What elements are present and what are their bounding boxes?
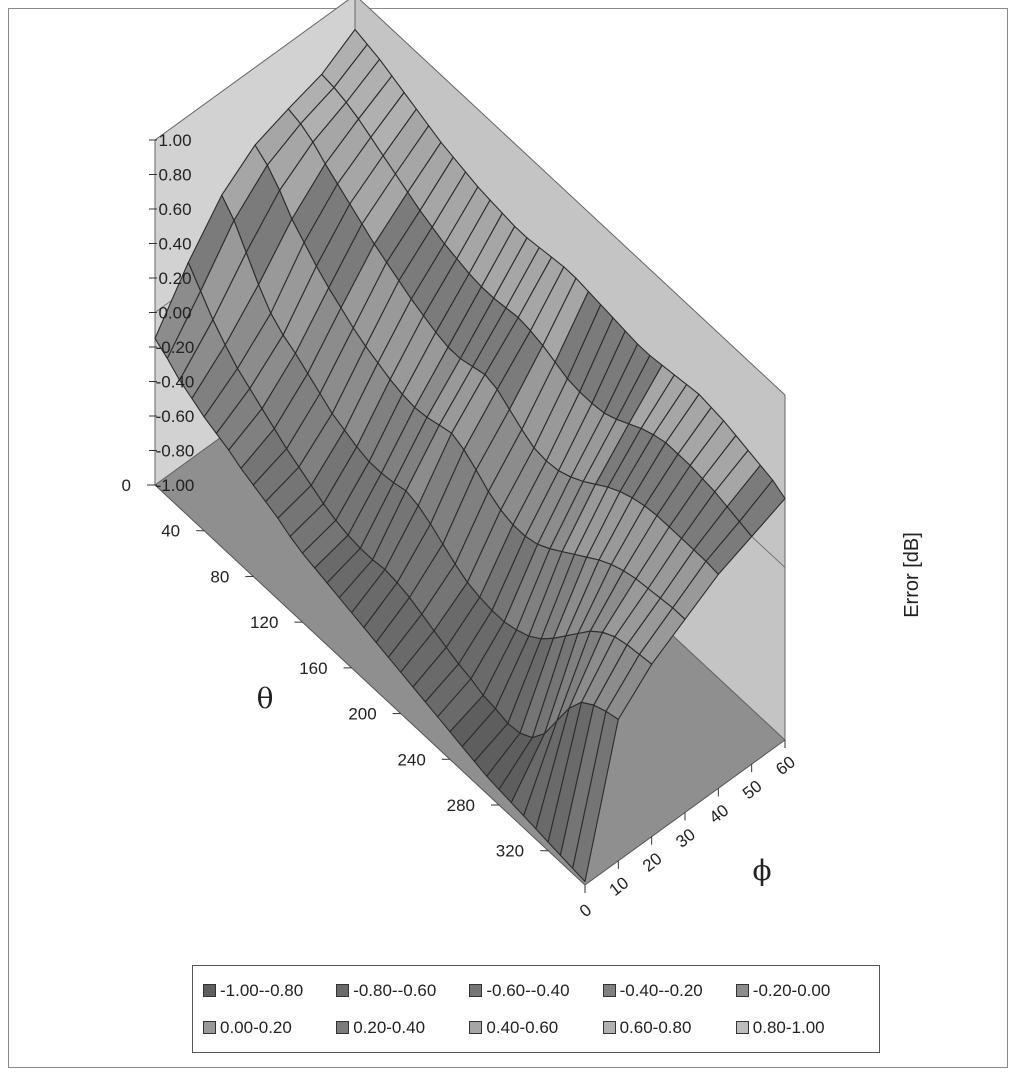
theta-axis-title: θ	[257, 682, 274, 715]
legend-swatch	[602, 984, 616, 997]
phi-tick-label: 40	[706, 801, 733, 828]
z-tick-label: 1.00	[158, 131, 191, 150]
legend-label: 0.20-0.40	[353, 1017, 426, 1037]
z-tick-label: -0.60	[156, 407, 195, 426]
legend-label: -0.40--0.20	[619, 980, 703, 1000]
legend-swatch	[602, 1021, 616, 1034]
legend-label: 0.40-0.60	[486, 1017, 559, 1037]
legend-swatch	[336, 984, 350, 997]
legend-swatch	[203, 1021, 216, 1034]
legend-swatch	[735, 1021, 749, 1034]
theta-tick-label: 160	[299, 659, 327, 678]
legend-label: -0.60--0.40	[486, 980, 570, 1000]
legend-item: -0.40--0.20	[602, 972, 736, 1009]
legend-label: -1.00--0.80	[220, 980, 304, 1000]
legend-item: -0.60--0.40	[469, 972, 602, 1009]
legend-label: 0.00-0.20	[220, 1017, 292, 1037]
theta-tick-label: 40	[161, 522, 180, 541]
legend-item: -0.80--0.60	[336, 972, 469, 1009]
z-tick-label: 0.80	[158, 166, 191, 185]
theta-tick-label: 120	[250, 613, 278, 632]
surface-patch	[572, 710, 619, 883]
legend-item: 0.40-0.60	[469, 1009, 602, 1046]
theta-tick-label: 320	[496, 842, 524, 861]
legend-item: -1.00--0.80	[203, 972, 336, 1009]
theta-tick-label: 240	[397, 750, 425, 769]
legend-swatch	[336, 1021, 350, 1034]
theta-axis-ticks: 0 40 80 120 160 200 240 280 320	[122, 476, 549, 861]
phi-tick-label: 10	[606, 873, 633, 900]
phi-tick-label: 20	[639, 849, 666, 876]
phi-axis-title: ϕ	[752, 854, 771, 887]
phi-tick-label: 50	[739, 777, 766, 804]
error-surface	[154, 28, 786, 883]
phi-tick-label: 60	[772, 752, 799, 779]
legend-item: 0.00-0.20	[203, 1009, 336, 1046]
legend-label: -0.80--0.60	[353, 980, 437, 1000]
z-tick-label: -0.20	[156, 338, 195, 357]
z-tick-label: 0.20	[158, 269, 191, 288]
z-tick-label: 0.00	[158, 304, 191, 323]
legend-item: -0.20-0.00	[735, 972, 869, 1009]
theta-tick-label: 80	[210, 567, 229, 586]
legend-item: 0.20-0.40	[336, 1009, 469, 1046]
legend-label: 0.60-0.80	[619, 1017, 692, 1037]
legend-item: 0.60-0.80	[602, 1009, 736, 1046]
legend-swatch	[735, 984, 749, 997]
z-axis-title: Error [dB]	[901, 532, 923, 618]
theta-tick-label: 280	[447, 796, 475, 815]
z-tick-label: -1.00	[156, 476, 195, 495]
z-axis-ticks: 1.00 0.80 0.60 0.40 0.20 0.00 -0.20 -0.40 -0.60 -…	[149, 131, 194, 495]
legend-item: 0.80-1.00	[735, 1009, 869, 1046]
z-tick-label: 0.60	[158, 200, 191, 219]
z-tick-label: -0.40	[156, 373, 195, 392]
legend-swatch	[469, 1021, 483, 1034]
phi-tick-label: 0	[576, 900, 595, 921]
legend-label: -0.20-0.00	[752, 980, 831, 1000]
chart-legend: -1.00--0.80 -0.80--0.60 -0.60--0.40 -0.40--…	[192, 965, 880, 1053]
phi-tick-label: 30	[672, 825, 699, 852]
legend-swatch	[203, 984, 216, 997]
theta-tick-label: 0	[122, 476, 131, 495]
legend-swatch	[469, 984, 483, 997]
legend-label: 0.80-1.00	[752, 1017, 825, 1037]
z-tick-label: 0.40	[158, 235, 191, 254]
theta-tick-label: 200	[348, 705, 376, 724]
z-tick-label: -0.80	[156, 442, 195, 461]
